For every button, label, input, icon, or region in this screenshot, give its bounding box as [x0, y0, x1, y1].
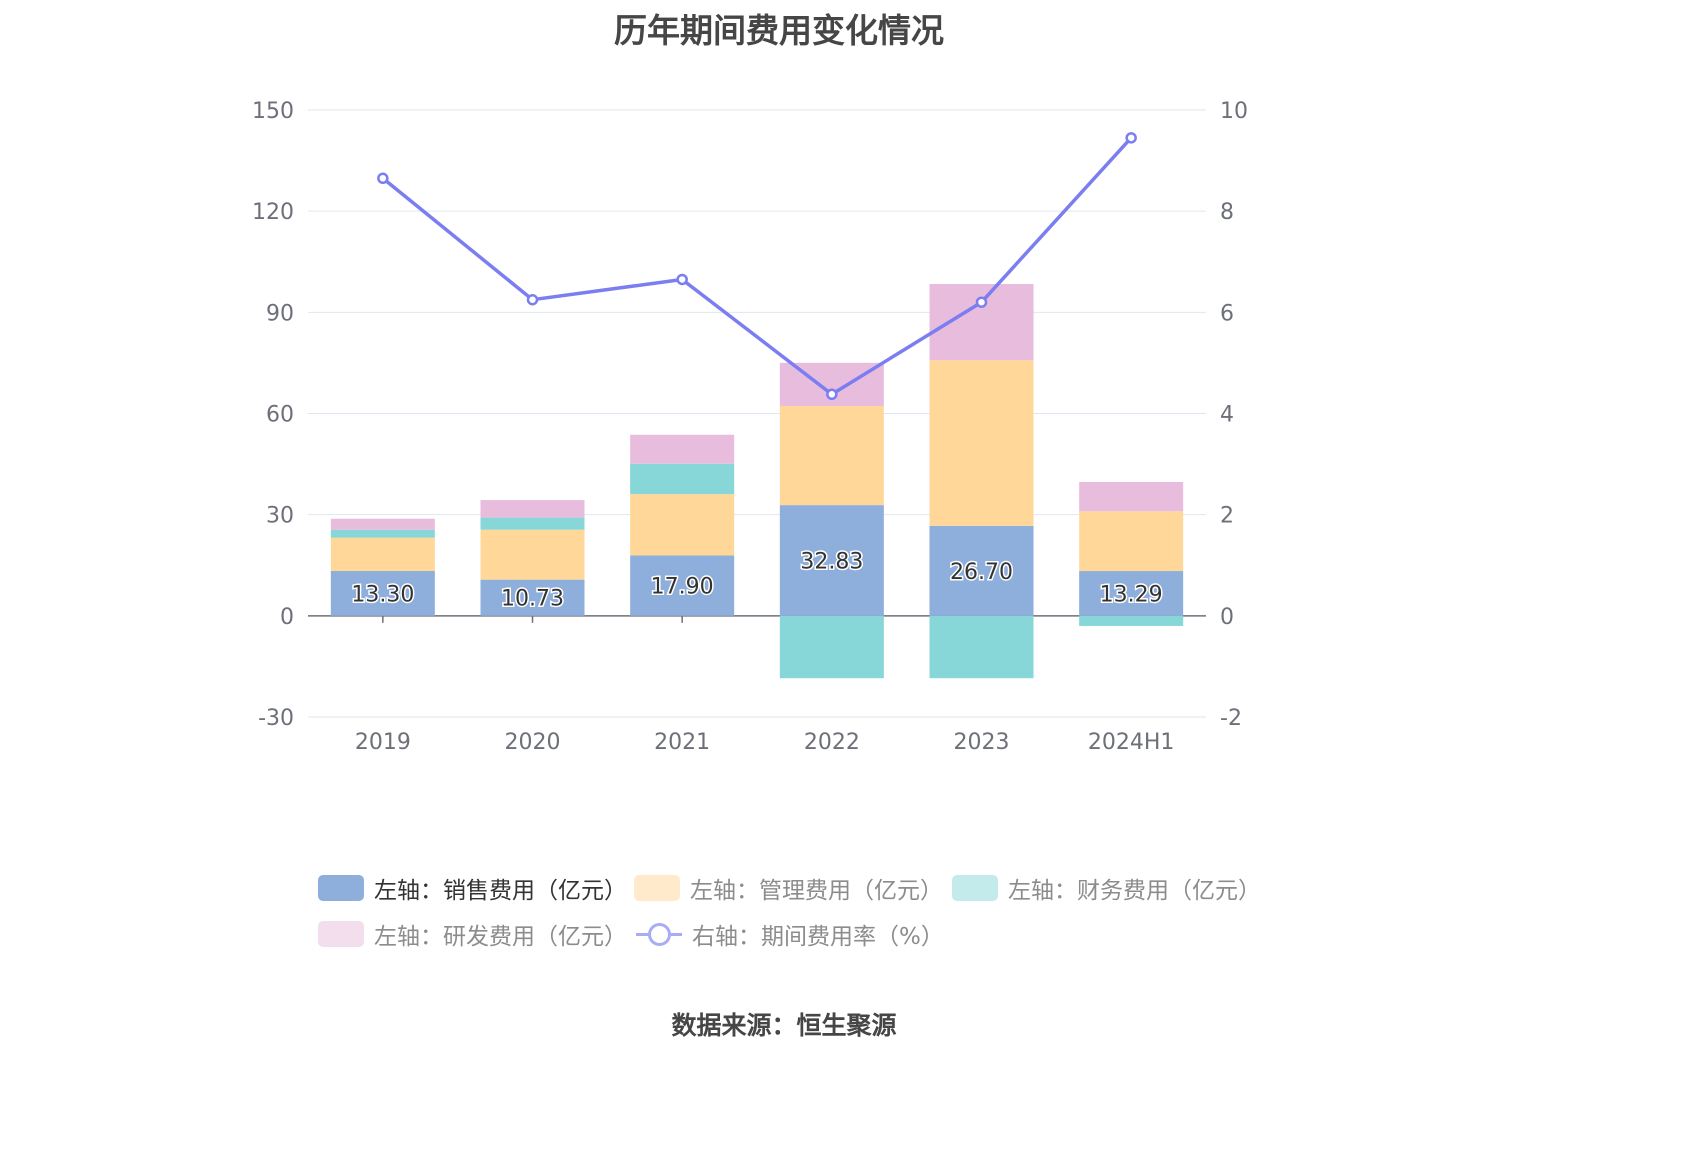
x-tick-label: 2022: [804, 730, 860, 755]
bar-data-label: 13.30: [351, 582, 414, 607]
legend-label-admin: 左轴：管理费用（亿元）: [690, 878, 943, 904]
chart-title: 历年期间费用变化情况: [614, 11, 944, 50]
bar-segment: [330, 529, 435, 538]
y-left-tick-label: 120: [252, 200, 294, 225]
x-tick-label: 2020: [505, 730, 561, 755]
bar-segment: [480, 579, 585, 616]
grid-lines: [308, 109, 1206, 718]
rate-point: [1125, 132, 1137, 144]
bar-segment: [779, 505, 884, 616]
bar-data-label: 26.70: [950, 560, 1013, 585]
y-right-tick-label: 10: [1220, 99, 1248, 124]
bar-data-label: 32.83: [800, 549, 863, 574]
y-left-tick-label: 150: [252, 99, 294, 124]
rate-line: [377, 132, 1137, 401]
bar-segment: [330, 570, 435, 616]
bar-segment: [1079, 615, 1184, 626]
legend-line-marker-icon: [636, 921, 682, 947]
bar-segment: [1079, 511, 1184, 572]
bar-data-label: 13.29: [1100, 582, 1163, 607]
bar-data-label: 10.73: [501, 587, 564, 612]
legend-item-finance[interactable]: 左轴：财务费用（亿元）: [952, 866, 1261, 910]
x-tick-label: 2023: [954, 730, 1010, 755]
bar-segment: [330, 537, 435, 571]
legend-label-sales: 左轴：销售费用（亿元）: [374, 878, 627, 904]
bar-segment: [480, 517, 585, 530]
legend-label-rate: 右轴：期间费用率（%）: [692, 924, 944, 950]
bar-segment: [1079, 571, 1184, 616]
bar-segment: [330, 518, 435, 530]
legend-swatch-finance: [952, 875, 998, 901]
legend-item-admin[interactable]: 左轴：管理费用（亿元）: [634, 866, 943, 910]
bar-segment: [929, 615, 1034, 679]
rate-point: [826, 388, 838, 401]
y-right-tick-label: 8: [1220, 200, 1234, 225]
legend-swatch-admin: [634, 875, 680, 901]
legend-label-rnd: 左轴：研发费用（亿元）: [374, 924, 627, 950]
bar-labels: 13.30 10.73 17.90 32.83 26.70 13.29: [350, 548, 1164, 613]
legend-item-rnd[interactable]: 左轴：研发费用（亿元）: [318, 912, 627, 956]
rate-line-path: [381, 136, 1133, 397]
bar-segment: [929, 360, 1034, 526]
rate-point: [975, 296, 988, 308]
y-right-tick-label: 0: [1220, 605, 1234, 630]
bar-segment: [480, 529, 585, 580]
bar-segment: [480, 500, 585, 518]
bars: [330, 284, 1184, 679]
rate-point: [526, 293, 539, 306]
legend-item-sales[interactable]: 左轴：销售费用（亿元）: [318, 866, 627, 910]
x-tick-label: 2019: [355, 730, 411, 755]
y-left-tick-label: 90: [266, 301, 294, 326]
x-tick-label: 2024H1: [1088, 730, 1175, 755]
y-right-tick-label: -2: [1220, 706, 1242, 731]
rate-point: [676, 273, 688, 286]
rate-point: [377, 172, 389, 185]
legend-swatch-sales: [318, 875, 364, 901]
y-left-tick-label: 0: [280, 605, 294, 630]
bar-segment: [630, 463, 735, 495]
bar-segment: [779, 615, 884, 679]
legend-label-finance: 左轴：财务费用（亿元）: [1008, 878, 1261, 904]
bar-data-label: 17.90: [651, 575, 714, 600]
y-right-tick-label: 4: [1220, 403, 1234, 428]
bar-segment: [929, 525, 1034, 616]
y-left-tick-label: -30: [258, 706, 294, 731]
x-tick-label: 2021: [654, 730, 710, 755]
bar-segment: [1079, 481, 1184, 512]
data-source: 数据来源：恒生聚源: [671, 1011, 897, 1040]
bar-segment: [630, 494, 735, 556]
legend-item-rate[interactable]: 右轴：期间费用率（%）: [636, 912, 944, 956]
bar-segment: [630, 555, 735, 616]
y-right-tick-label: 2: [1220, 504, 1234, 529]
legend-swatch-rnd: [318, 921, 364, 947]
axes: -30 0 30 60 90 120 150 -2 0 2 4 6 8 10 2019 2020 2021 202…: [252, 99, 1248, 755]
bar-segment: [929, 284, 1034, 361]
y-left-tick-label: 60: [266, 403, 294, 428]
y-left-tick-label: 30: [266, 504, 294, 529]
bar-segment: [630, 434, 735, 464]
bar-segment: [779, 405, 884, 506]
y-right-tick-label: 6: [1220, 301, 1234, 326]
